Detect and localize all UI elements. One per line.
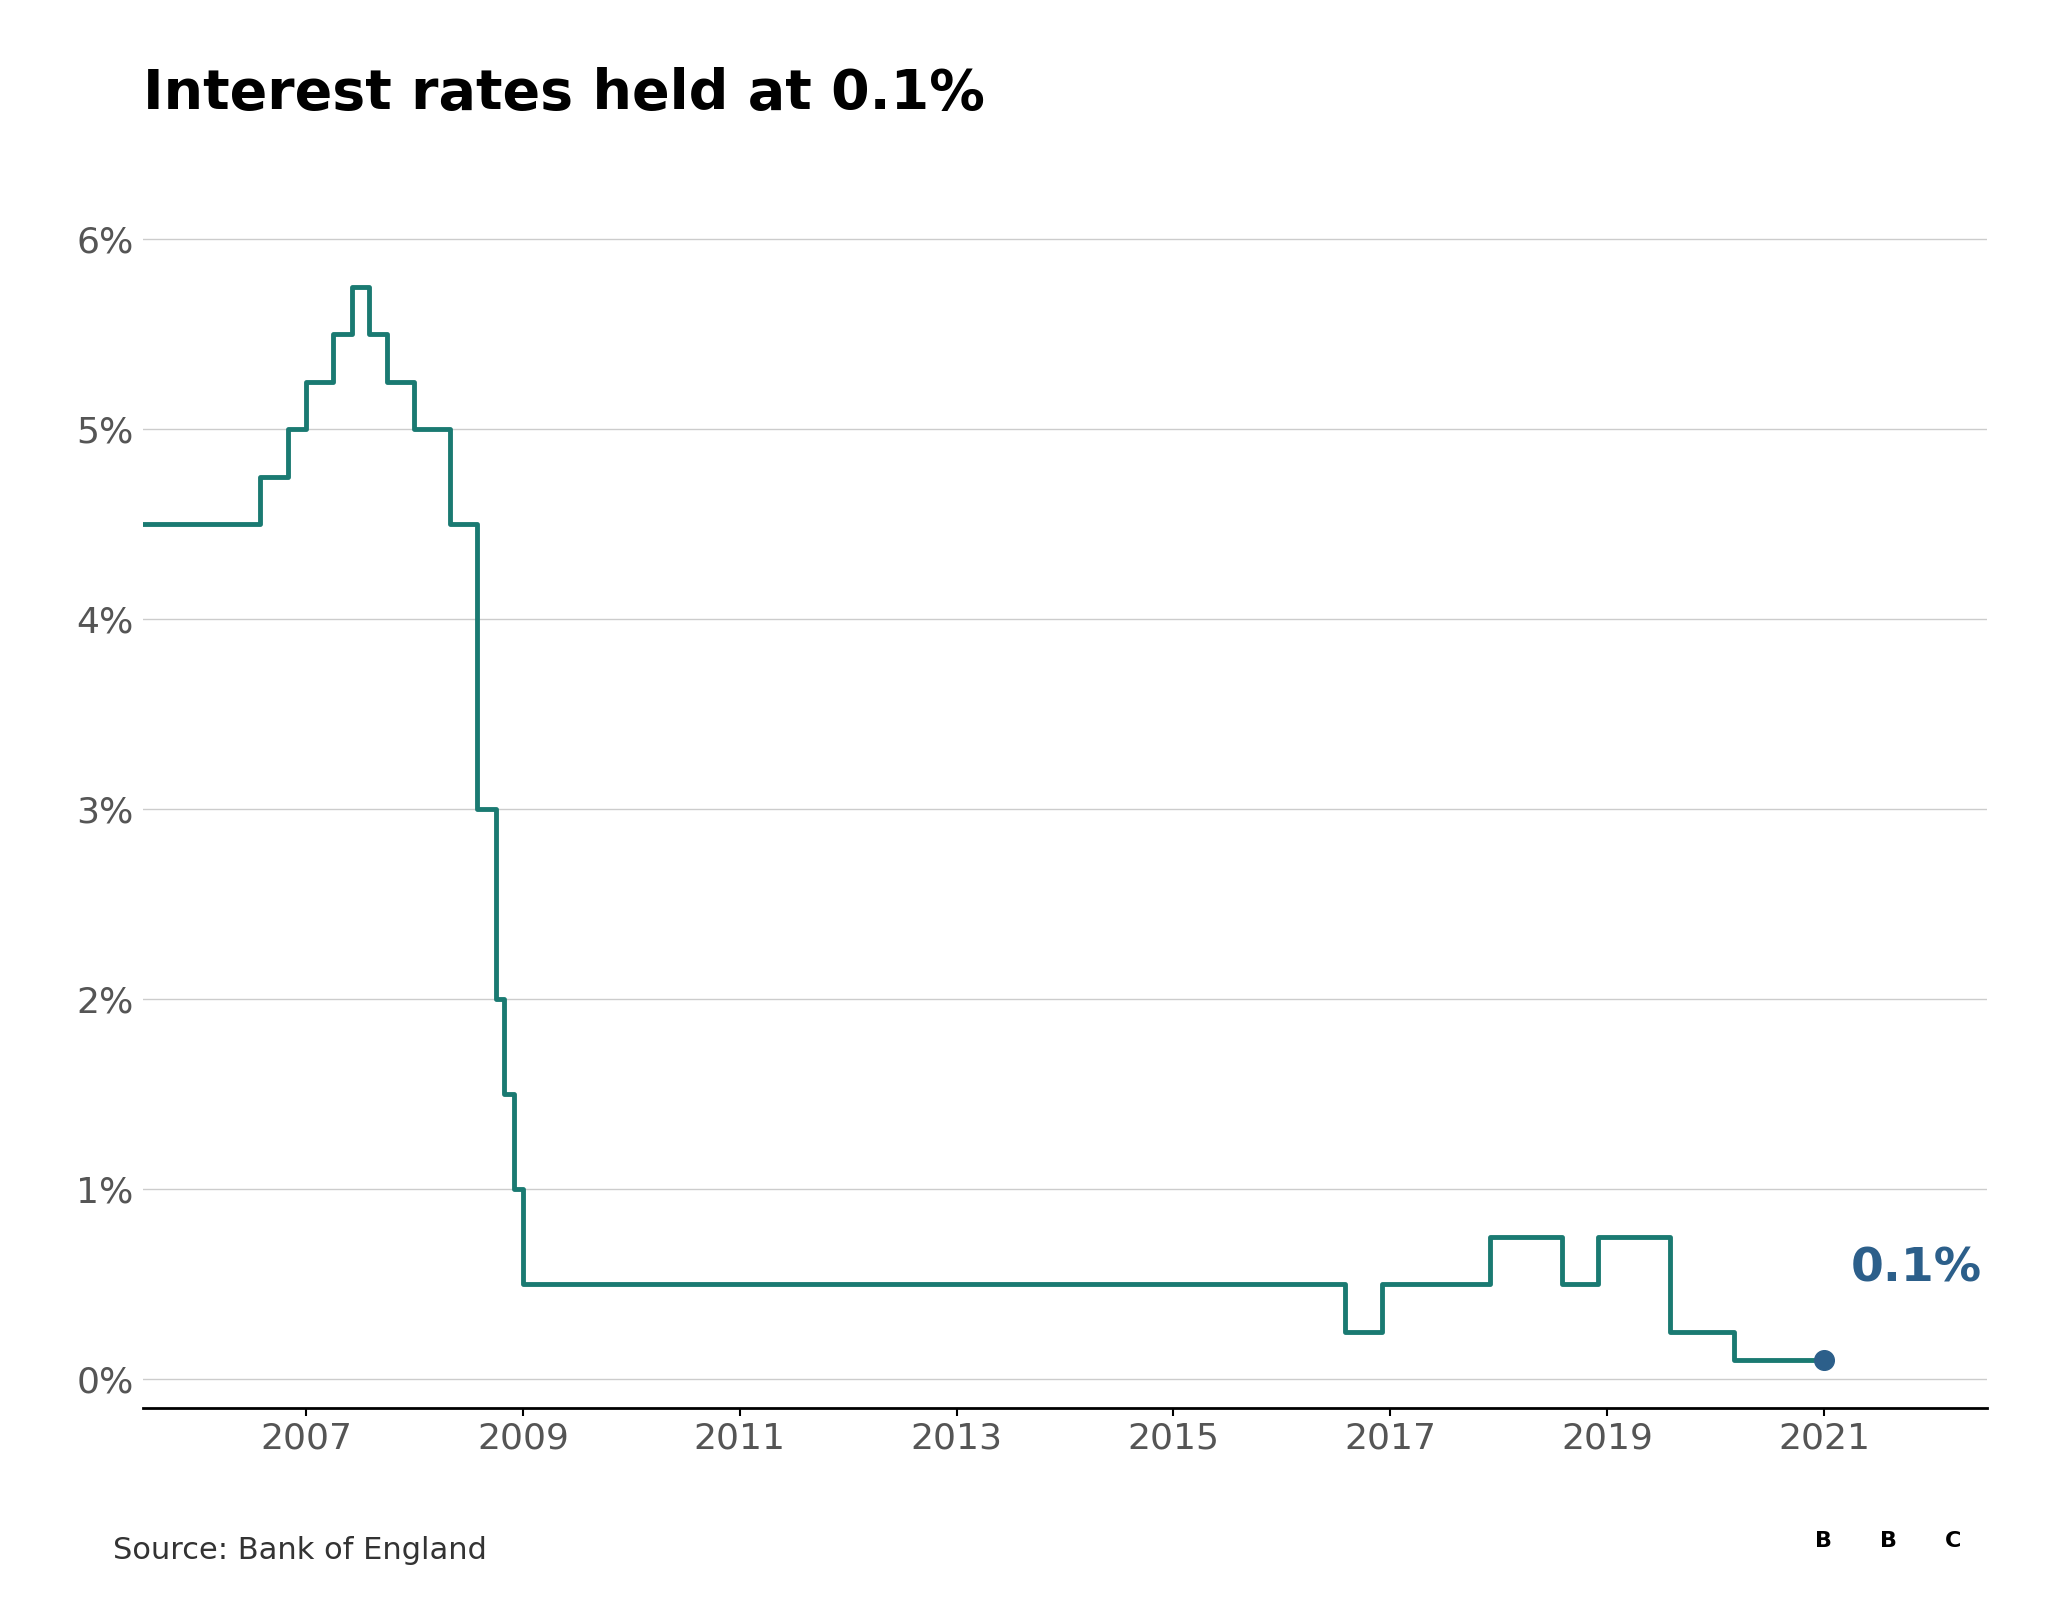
Bar: [1925, 1502, 1982, 1579]
Bar: [1860, 1502, 1917, 1579]
Text: Interest rates held at 0.1%: Interest rates held at 0.1%: [143, 67, 985, 122]
Text: 0.1%: 0.1%: [1851, 1246, 1982, 1291]
Point: [1808, 1347, 1841, 1373]
Text: C: C: [1946, 1531, 1962, 1550]
Text: B: B: [1815, 1531, 1833, 1550]
Text: B: B: [1880, 1531, 1896, 1550]
Bar: [1796, 1502, 1851, 1579]
Text: Source: Bank of England: Source: Bank of England: [113, 1536, 487, 1565]
